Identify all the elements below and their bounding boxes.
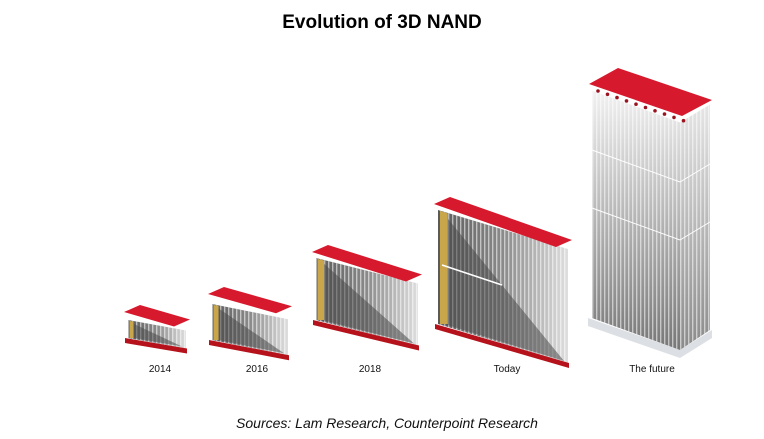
deck-split-line bbox=[441, 264, 503, 286]
vertical-channels bbox=[592, 90, 680, 350]
nand-stack-2016 bbox=[208, 287, 292, 361]
vertical-channels bbox=[128, 320, 186, 349]
staircase bbox=[134, 324, 182, 347]
contact-plug bbox=[615, 95, 619, 100]
substrate-base bbox=[313, 320, 419, 351]
stage-label-2018: 2018 bbox=[358, 364, 382, 375]
deck-split-line bbox=[591, 149, 711, 183]
contact-plug bbox=[672, 115, 676, 120]
staircase bbox=[444, 214, 564, 361]
contact-plug bbox=[653, 109, 657, 113]
deck-split-line bbox=[591, 89, 711, 123]
contact-stripe bbox=[318, 259, 325, 320]
contact-plug bbox=[662, 112, 667, 116]
contact-plug bbox=[596, 89, 600, 93]
bitline-top bbox=[208, 287, 292, 314]
contact-stripe bbox=[440, 211, 448, 324]
bitline-top bbox=[434, 197, 572, 247]
deck-split-line bbox=[591, 207, 711, 241]
vertical-channels bbox=[680, 104, 710, 350]
nand-stack-future bbox=[588, 68, 712, 358]
contact-stripe bbox=[214, 305, 219, 340]
contact-plug bbox=[605, 92, 610, 97]
staircase bbox=[218, 308, 284, 354]
diagram-title: Evolution of 3D NAND bbox=[282, 12, 482, 33]
contact-plug bbox=[643, 105, 648, 110]
contact-plug bbox=[634, 102, 638, 106]
nand-stack-2018 bbox=[312, 245, 422, 351]
substrate-base bbox=[209, 340, 289, 361]
staircase bbox=[322, 262, 414, 344]
bitline-top bbox=[312, 245, 422, 282]
nand-stack-today bbox=[434, 197, 572, 368]
contact-plug bbox=[681, 118, 686, 123]
substrate-base bbox=[435, 324, 569, 368]
contact-plug bbox=[624, 99, 629, 103]
contact-stripe bbox=[130, 321, 134, 338]
stage-label-today: Today bbox=[493, 364, 521, 375]
bitline-top bbox=[589, 68, 712, 116]
substrate-base bbox=[125, 338, 187, 354]
nand-stack-2014 bbox=[124, 305, 190, 354]
sources-caption: Sources: Lam Research, Counterpoint Rese… bbox=[236, 415, 538, 431]
stage-label-future: The future bbox=[629, 364, 675, 375]
stage-label-2016: 2016 bbox=[245, 364, 269, 375]
stage-label-2014: 2014 bbox=[148, 364, 172, 375]
bitline-top bbox=[124, 305, 190, 327]
